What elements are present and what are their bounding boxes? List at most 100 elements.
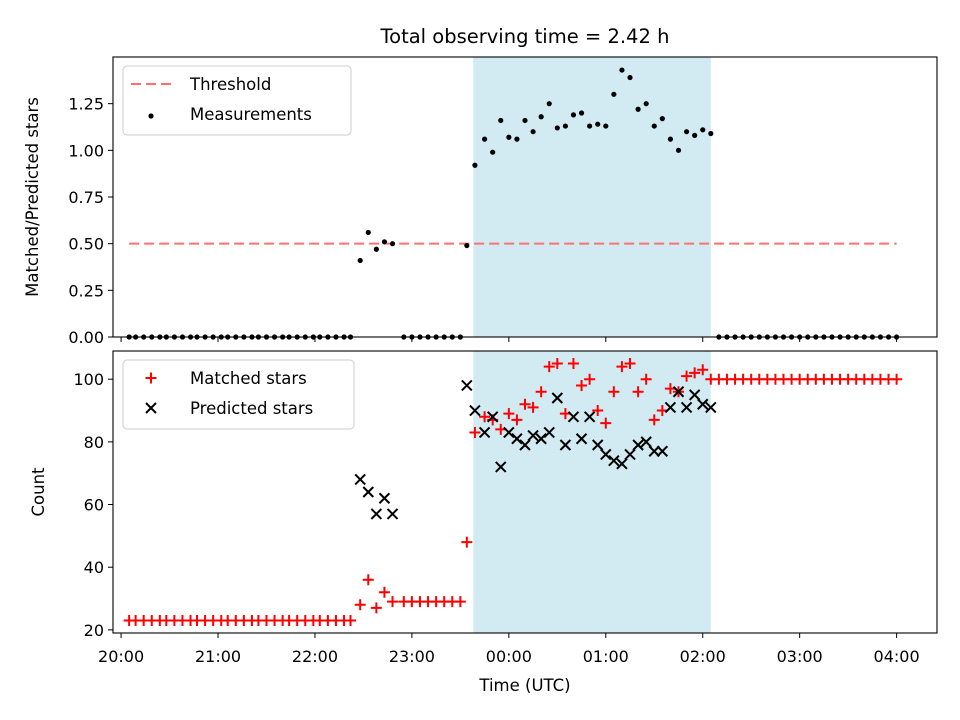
data-point xyxy=(640,373,652,385)
data-point xyxy=(576,379,588,391)
data-point xyxy=(378,586,390,598)
data-point xyxy=(381,239,388,245)
legend-x-swatch xyxy=(145,402,157,414)
data-point xyxy=(461,379,473,392)
data-point xyxy=(559,439,572,451)
data-point xyxy=(506,134,512,140)
data-point xyxy=(689,367,701,379)
data-point xyxy=(522,117,528,124)
data-point xyxy=(608,386,620,398)
data-point xyxy=(632,439,644,451)
data-point xyxy=(535,433,547,445)
highlight-span xyxy=(473,351,711,633)
data-point xyxy=(692,132,698,138)
data-point xyxy=(675,147,682,153)
data-point xyxy=(708,130,714,137)
data-point xyxy=(354,473,366,486)
data-point xyxy=(503,408,515,420)
data-point xyxy=(530,129,536,135)
y-tick-label: 1.25 xyxy=(68,95,104,114)
x-tick-label: 02:00 xyxy=(680,647,726,666)
data-point xyxy=(554,125,560,131)
x-axis-ticks: 20:00 21:00 22:00 23:00 00:00 01:00 02:00 03:00… xyxy=(98,647,920,666)
data-point xyxy=(354,599,366,611)
data-point xyxy=(370,602,382,614)
data-point xyxy=(469,426,481,438)
data-point xyxy=(461,536,473,548)
data-point xyxy=(681,370,693,382)
legend-plus-swatch xyxy=(145,372,157,384)
data-point xyxy=(373,246,379,252)
data-point xyxy=(538,114,544,120)
x-tick-label: 01:00 xyxy=(583,647,629,666)
data-point xyxy=(503,426,515,439)
data-point xyxy=(697,364,709,376)
legend-label: Threshold xyxy=(189,75,271,94)
data-point xyxy=(478,426,491,439)
series-predicted-stars xyxy=(354,379,717,520)
top-panel-matched-predicted-ratio: 0.00 0.25 0.50 0.75 1.00 1.25 Matched/Predicte… xyxy=(23,56,938,347)
data-point xyxy=(656,445,669,457)
data-point xyxy=(486,411,499,423)
data-point xyxy=(479,411,491,423)
legend-dot-swatch xyxy=(148,113,154,119)
data-point xyxy=(583,411,596,423)
plot-frame xyxy=(112,350,938,634)
data-point xyxy=(482,136,488,142)
data-point xyxy=(667,136,674,142)
data-point xyxy=(551,392,564,404)
data-point xyxy=(891,373,903,385)
legend-label: Measurements xyxy=(190,105,312,124)
data-point xyxy=(603,123,609,129)
data-point xyxy=(700,127,706,133)
data-point xyxy=(648,414,660,426)
y-tick-label: 20 xyxy=(84,621,104,640)
legend-box xyxy=(122,65,352,136)
bottom-panel-star-counts: 20 40 60 80 100 Count Matched stars Predicted s… xyxy=(29,350,938,640)
data-point xyxy=(591,439,604,451)
data-point xyxy=(567,358,579,370)
data-point xyxy=(595,121,601,127)
data-point xyxy=(365,229,371,236)
data-point xyxy=(345,614,357,626)
data-point xyxy=(387,596,399,608)
y-tick-label: 60 xyxy=(84,496,104,515)
data-point xyxy=(498,117,504,124)
data-point xyxy=(575,433,588,445)
data-point xyxy=(632,386,644,398)
x-tick-label: 04:00 xyxy=(874,647,920,666)
y-tick-label: 1.00 xyxy=(68,141,104,160)
data-point xyxy=(616,361,628,373)
data-point xyxy=(519,439,531,451)
data-point xyxy=(619,67,625,73)
data-point xyxy=(386,508,399,520)
y-tick-label: 0.25 xyxy=(68,281,104,300)
y-tick-label: 0.50 xyxy=(68,235,104,254)
data-point xyxy=(578,110,585,116)
x-tick-label: 22:00 xyxy=(292,647,338,666)
x-tick-label: 21:00 xyxy=(195,647,241,666)
legend: Threshold Measurements xyxy=(122,65,352,136)
data-point xyxy=(495,461,507,473)
data-point xyxy=(469,404,481,417)
plot-frame xyxy=(112,56,938,338)
data-point xyxy=(570,112,577,118)
data-point xyxy=(511,414,523,426)
y-tick-label: 0.00 xyxy=(68,328,104,347)
data-point xyxy=(688,389,701,401)
data-point xyxy=(584,373,596,385)
data-point xyxy=(511,433,523,445)
legend: Matched stars Predicted stars xyxy=(122,359,355,430)
chart-title: Total observing time = 2.42 h xyxy=(380,25,670,48)
data-point xyxy=(519,398,531,410)
data-point xyxy=(643,101,649,107)
data-point xyxy=(651,123,657,129)
data-point xyxy=(543,426,555,439)
data-point xyxy=(680,401,693,414)
data-point xyxy=(378,492,391,504)
legend-label: Matched stars xyxy=(190,369,307,388)
data-point xyxy=(697,398,709,410)
x-tick-label: 20:00 xyxy=(98,647,144,666)
legend-box xyxy=(122,359,355,430)
